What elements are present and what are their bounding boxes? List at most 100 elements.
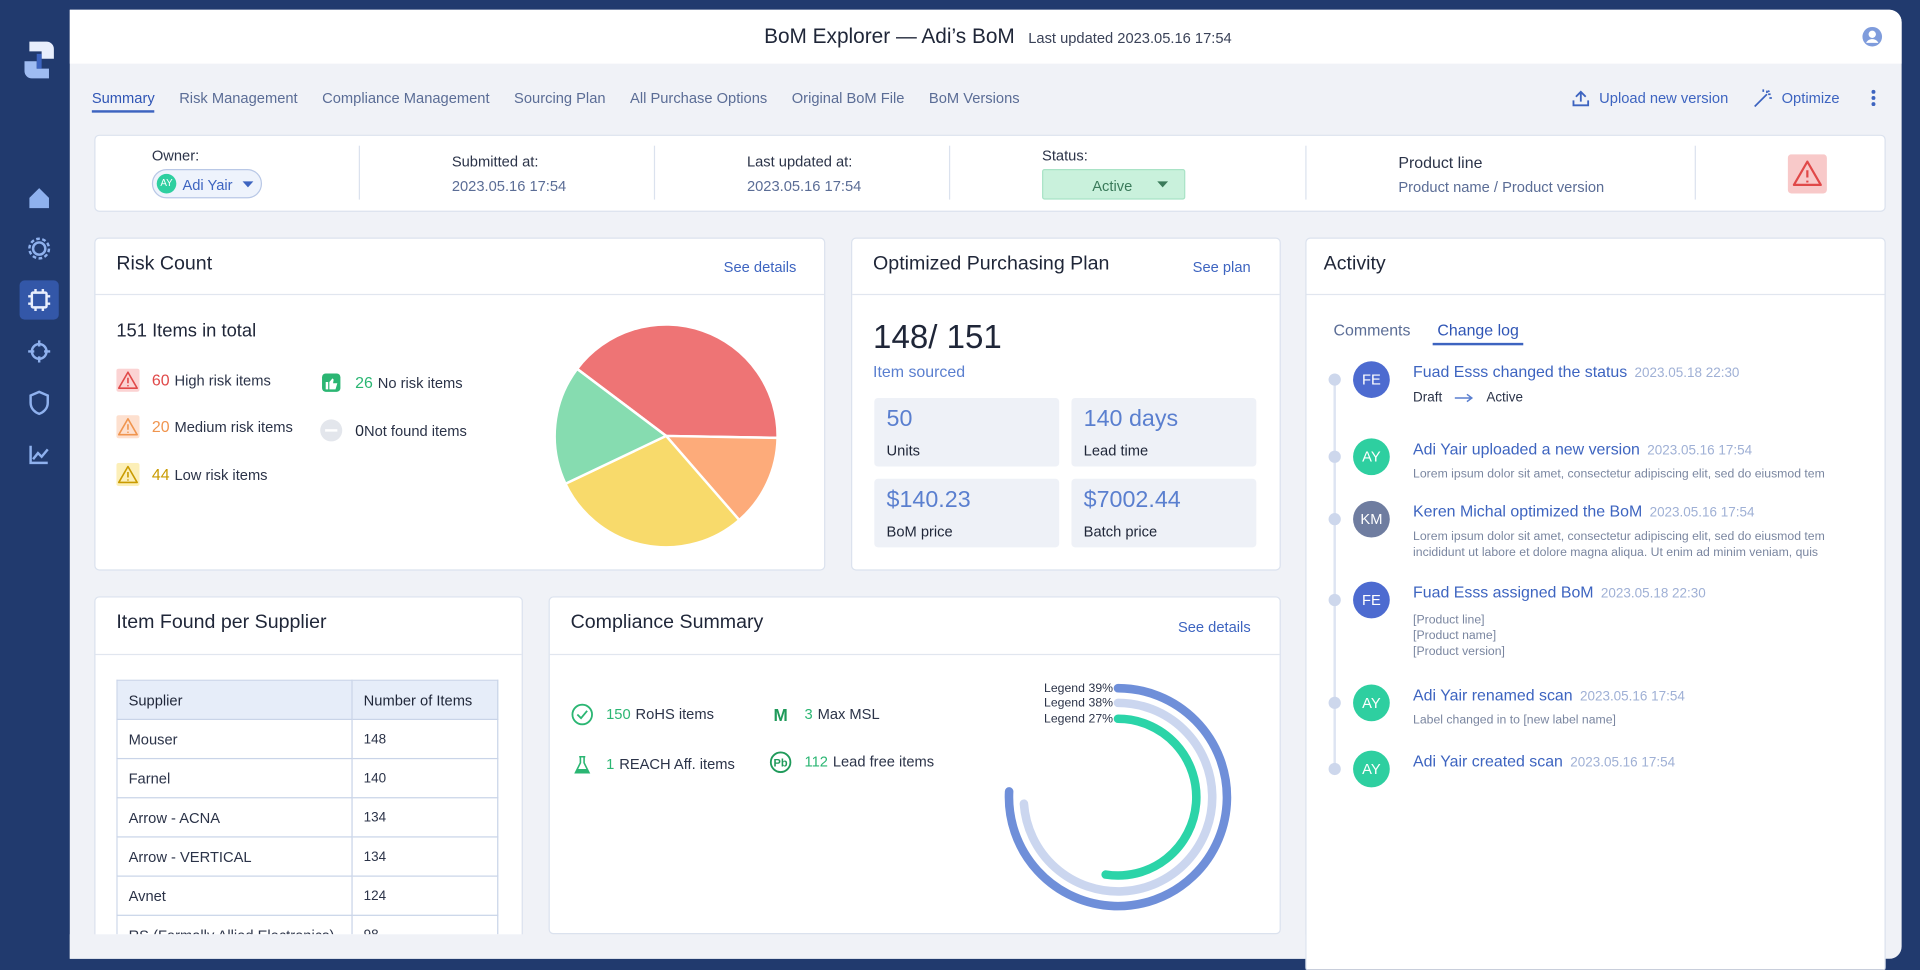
risk-item: 26 No risk items [355, 373, 463, 391]
icon-text: M [773, 705, 787, 725]
activity-tab[interactable]: Change log [1432, 321, 1524, 346]
user-icon[interactable] [1861, 26, 1883, 48]
header: BoM Explorer — Adi’s BoM Last updated 20… [764, 24, 1232, 48]
entry-line: [Product version] [1413, 645, 1505, 659]
stat-label: Batch price [1083, 522, 1158, 541]
compliance-count: 1 [606, 755, 615, 773]
icon-shape [28, 288, 51, 312]
activity-card [1305, 237, 1886, 970]
icon-shape [769, 750, 792, 773]
optimize-label: Optimize [1781, 89, 1840, 107]
supplier-name: RS (Formally Allied Electronics) [116, 914, 353, 935]
ring-label: Legend 38% [1044, 696, 1113, 710]
see-details-link[interactable]: See details [1177, 618, 1251, 636]
icon-shape [242, 181, 254, 188]
divider [1694, 145, 1696, 200]
supplier-name: Arrow - ACNA [116, 797, 353, 838]
compliance-label: Lead free items [832, 753, 935, 771]
tab[interactable]: Sourcing Plan [514, 89, 606, 107]
tab[interactable]: Summary [91, 89, 155, 113]
status-change: Draft Active [1413, 391, 1872, 406]
entry-body: Label changed in to [new label name] [1413, 713, 1616, 728]
risk-label: Not found items [363, 422, 467, 440]
entry-title: Adi Yair uploaded a new version [1413, 439, 1640, 458]
divider [653, 145, 656, 200]
see-plan-link[interactable]: See plan [1192, 258, 1251, 276]
compliance-icon [574, 755, 591, 773]
table-row: Arrow - VERTICAL 134 [116, 836, 499, 877]
stat-label: BoM price [886, 522, 953, 541]
optimize-icon [1754, 89, 1772, 108]
timeline-dot [1328, 762, 1341, 776]
entry-header: Adi Yair uploaded a new version 2023.05.1… [1413, 438, 1872, 461]
compliance-icon [571, 703, 593, 725]
divider [95, 653, 522, 656]
product-line: Product line [1398, 153, 1483, 172]
activity-entry: Adi Yair created scan 2023.05.16 17:54 [1413, 751, 1872, 774]
see-details-link[interactable]: See details [723, 258, 797, 276]
table-row: Arrow - ACNA 134 [116, 797, 499, 838]
icon-shape [1157, 181, 1169, 188]
status-select[interactable]: Active [1042, 168, 1186, 200]
supplier-name: Avnet [116, 875, 353, 916]
card-title: Risk Count [116, 253, 213, 275]
risk-count: 0 [355, 421, 364, 440]
nav-icons[interactable] [19, 188, 59, 465]
icon-shape [325, 377, 338, 389]
tab[interactable]: Original BoM File [791, 89, 905, 107]
ring-name: Legend [1044, 696, 1085, 710]
risk-label: High risk items [174, 372, 271, 390]
avatar: AY [1353, 750, 1390, 788]
entry-title: Fuad Esss assigned BoM [1413, 582, 1594, 602]
submitted-value: 2023.05.16 17:54 [451, 177, 567, 195]
warning-badge[interactable] [1787, 154, 1827, 194]
avatar: AY [1353, 684, 1390, 722]
compliance-count: 3 [804, 705, 813, 723]
divider [948, 145, 951, 200]
ring-label: Legend 39% [1044, 681, 1113, 695]
activity-tab[interactable]: Comments [1333, 320, 1411, 340]
pie-slice [663, 434, 779, 522]
avatar: AY [1353, 438, 1390, 476]
timeline-dot [1328, 513, 1341, 526]
ring-value: 39% [1089, 681, 1114, 695]
compliance-item: 1 REACH Aff. items [606, 756, 735, 773]
supplier-table-wrap: Supplier Number of Items Mouser 148 Farnel 14… [116, 679, 499, 935]
upload-button[interactable]: Upload new version [1572, 89, 1728, 107]
icon-shape [1871, 96, 1876, 100]
risk-count: 26 [355, 373, 373, 392]
compliance-label: Max MSL [817, 705, 880, 723]
item-count: 124 [351, 875, 499, 916]
dropdown-caret [242, 181, 254, 188]
icon-shape [1871, 89, 1876, 94]
risk-count: 44 [151, 465, 170, 484]
compliance-icon: M [773, 705, 787, 725]
ring-arc [1101, 714, 1201, 880]
owner-chip[interactable]: AY Adi Yair [151, 168, 263, 199]
tab[interactable]: All Purchase Options [630, 89, 768, 107]
entry-time: 2023.05.16 17:54 [1647, 443, 1753, 458]
icon-shape [1866, 39, 1879, 43]
tab[interactable]: Risk Management [179, 89, 298, 107]
item-count: 98 [351, 914, 499, 935]
entry-time: 2023.05.16 17:54 [1570, 755, 1676, 771]
tab[interactable]: BoM Versions [928, 89, 1020, 107]
icon-shape [24, 61, 49, 79]
items-sourced: 148/ 151 [873, 318, 1002, 356]
tab[interactable]: Compliance Management [322, 89, 490, 107]
avatar: FE [1353, 361, 1390, 398]
compliance-count: 112 [804, 753, 828, 771]
more-menu[interactable] [1869, 88, 1879, 108]
owner-name: Adi Yair [182, 176, 233, 194]
icon-shape [29, 445, 49, 465]
entry-header: Adi Yair created scan 2023.05.16 17:54 [1413, 751, 1872, 774]
risk-total: 151 Items in total [116, 320, 257, 342]
risk-label: Low risk items [174, 466, 268, 484]
supplier-name: Mouser [116, 718, 353, 760]
optimize-button[interactable]: Optimize [1752, 88, 1840, 108]
upload-icon [1572, 90, 1590, 107]
entry-header: Adi Yair renamed scan 2023.05.16 17:54 [1413, 684, 1872, 707]
ring-label: Legend 27% [1044, 711, 1113, 725]
